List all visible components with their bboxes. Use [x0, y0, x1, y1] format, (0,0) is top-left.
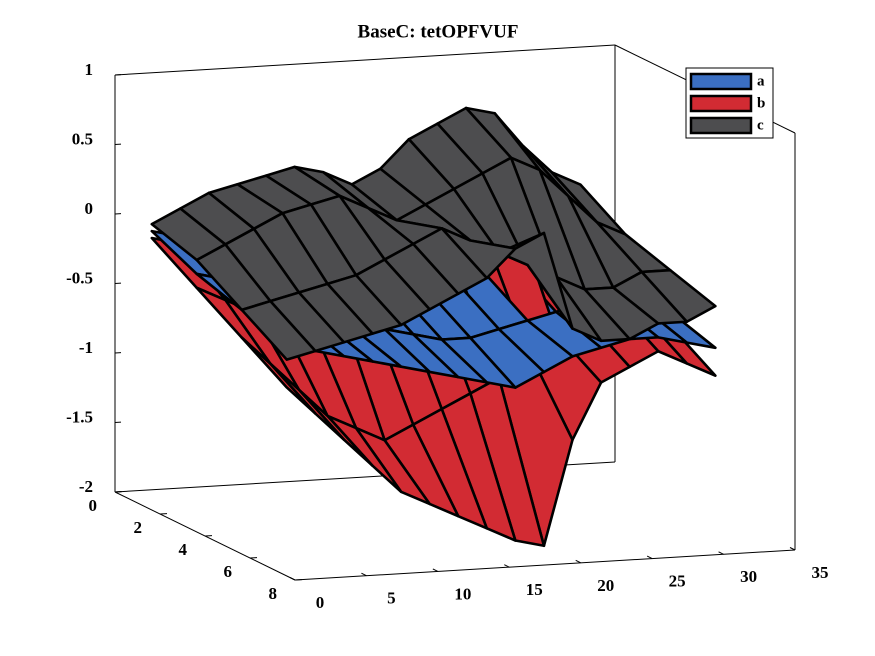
x-tick-label: 15: [526, 580, 543, 599]
x-tick: [432, 568, 439, 572]
x-tick-label: 5: [387, 589, 396, 608]
x-tick-label: 25: [669, 571, 686, 590]
x-tick: [504, 564, 510, 568]
x-tick: [361, 572, 367, 577]
z-tick-label: -0.5: [66, 268, 93, 287]
z-tick-label: 0.5: [72, 129, 93, 148]
legend-label: c: [757, 117, 764, 133]
x-tick-label: 10: [454, 584, 471, 603]
z-tick-label: -1: [79, 338, 93, 357]
z-tick-label: 1: [85, 60, 94, 79]
y-tick-label: 0: [89, 496, 98, 515]
y-tick-label: 4: [179, 540, 188, 559]
y-tick-label: 8: [269, 584, 278, 603]
surfaces: [150, 106, 717, 548]
box-edge: [114, 44, 616, 76]
x-tick: [789, 547, 796, 551]
y-tick-label: 6: [224, 562, 233, 581]
surface-patch: [240, 336, 317, 415]
x-tick: [575, 559, 581, 564]
x-tick-label: 35: [812, 563, 829, 582]
legend-swatch: [689, 116, 753, 135]
x-tick: [718, 551, 724, 555]
legend: abc: [685, 67, 774, 139]
x-tick-label: 30: [740, 567, 757, 586]
x-tick: [646, 555, 653, 560]
y-tick-label: 2: [134, 518, 143, 537]
x-tick: [289, 577, 296, 581]
legend-swatch: [689, 94, 753, 113]
z-tick-label: 0: [85, 199, 94, 218]
x-tick-label: 0: [316, 593, 325, 612]
chart-title: BaseC: tetOPFVUF: [358, 21, 519, 42]
x-axis: [294, 549, 796, 581]
z-tick-label: -2: [79, 477, 93, 496]
z-tick-label: -1.5: [66, 407, 93, 426]
legend-label: a: [757, 73, 765, 89]
legend-swatch: [689, 72, 753, 91]
legend-label: b: [757, 95, 765, 111]
surface-patch: [240, 299, 317, 361]
x-tick-label: 20: [597, 576, 614, 595]
